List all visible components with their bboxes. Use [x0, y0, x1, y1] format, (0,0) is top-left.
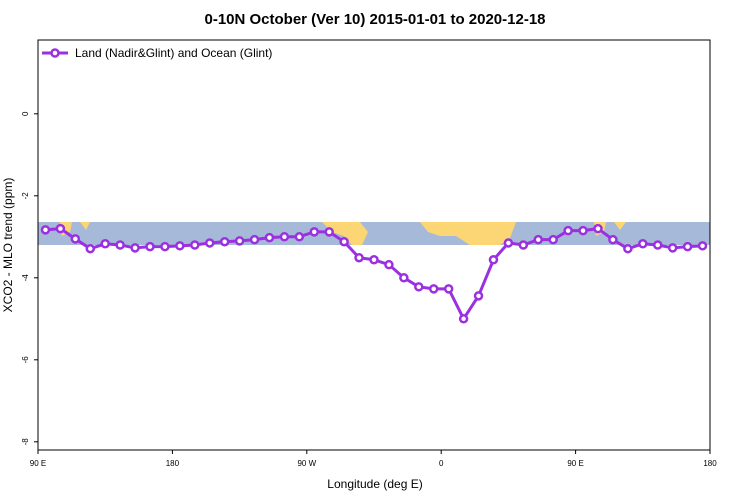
data-point: [518, 240, 529, 250]
data-point: [115, 240, 125, 250]
data-point: [414, 282, 424, 292]
y-tick-label: 0: [21, 111, 30, 116]
data-point: [294, 232, 305, 242]
data-point: [309, 227, 320, 237]
data-point: [145, 241, 155, 252]
y-tick-label: -8: [21, 438, 30, 446]
legend-marker: [50, 48, 60, 58]
y-tick-label: -2: [21, 192, 30, 200]
data-point: [219, 236, 230, 247]
plot-frame: [37, 39, 711, 451]
data-point: [249, 234, 260, 245]
data-point: [384, 259, 394, 270]
data-point: [399, 273, 409, 283]
x-tick-label: 0: [439, 459, 444, 468]
data-point: [623, 243, 633, 254]
data-point: [354, 252, 364, 263]
data-point: [697, 241, 708, 251]
x-tick-label: 90 W: [297, 459, 316, 468]
x-tick-label: 180: [166, 459, 180, 468]
data-point: [175, 241, 185, 251]
data-point: [578, 225, 588, 236]
data-point: [473, 291, 484, 301]
data-point: [204, 238, 215, 248]
data-point: [428, 284, 439, 294]
y-tick-label: -4: [21, 274, 30, 282]
data-point: [234, 236, 245, 246]
data-point: [608, 234, 618, 245]
data-point: [682, 241, 693, 252]
data-point: [264, 232, 275, 243]
x-tick-label: 90 E: [30, 459, 46, 468]
data-point: [593, 223, 603, 234]
data-point: [443, 284, 454, 294]
x-tick-label: 180: [703, 459, 717, 468]
x-tick-label: 90 E: [567, 459, 583, 468]
legend-label: Land (Nadir&Glint) and Ocean (Glint): [75, 46, 272, 60]
y-tick-label: -6: [21, 356, 30, 364]
data-point: [55, 223, 66, 234]
data-point: [85, 243, 96, 254]
data-point: [339, 236, 349, 247]
y-axis-label: XCO2 - MLO trend (ppm): [1, 178, 15, 313]
data-point: [190, 240, 200, 250]
data-point: [667, 243, 678, 253]
data-point: [324, 227, 334, 237]
data-point: [100, 239, 110, 249]
data-point: [503, 238, 514, 248]
data-point: [533, 234, 544, 245]
data-point: [638, 239, 648, 249]
data-point: [652, 240, 663, 250]
data-point: [488, 255, 499, 265]
data-point: [458, 314, 469, 324]
x-axis-label: Longitude (deg E): [327, 477, 422, 491]
data-point: [279, 232, 290, 242]
data-point: [130, 243, 140, 253]
data-point: [563, 225, 573, 236]
data-point: [369, 255, 379, 265]
data-point: [40, 225, 51, 235]
data-point: [548, 234, 558, 245]
data-point: [70, 234, 81, 244]
data-point: [160, 241, 170, 252]
chart-title: 0-10N October (Ver 10) 2015-01-01 to 202…: [204, 11, 545, 28]
